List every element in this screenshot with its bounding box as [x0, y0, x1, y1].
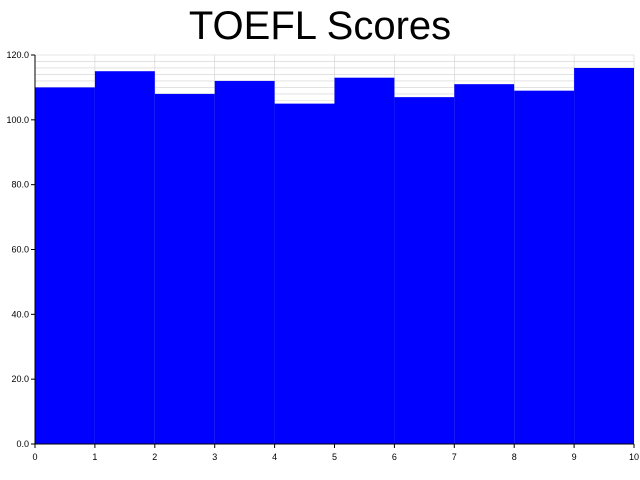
y-tick-label: 120.0 — [6, 50, 29, 60]
bar — [334, 77, 395, 445]
bar — [35, 87, 95, 445]
x-tick-label: 10 — [629, 452, 639, 462]
y-tick-label: 60.0 — [11, 245, 29, 255]
bar — [574, 67, 634, 444]
bar — [274, 103, 335, 444]
bar — [154, 93, 215, 445]
x-tick-label: 8 — [512, 452, 517, 462]
bar — [454, 84, 515, 445]
x-tick-label: 4 — [272, 452, 277, 462]
y-tick-label: 0.0 — [16, 439, 29, 449]
x-tick-label: 5 — [332, 452, 337, 462]
bars — [35, 67, 634, 445]
y-tick-label: 20.0 — [11, 374, 29, 384]
y-axis-ticks: 0.0 20.0 40.0 60.0 80.0 100.0 120.0 — [6, 50, 35, 449]
x-tick-label: 0 — [32, 452, 37, 462]
x-tick-label: 7 — [452, 452, 457, 462]
x-tick-label: 3 — [212, 452, 217, 462]
x-tick-label: 9 — [572, 452, 577, 462]
x-tick-label: 6 — [392, 452, 397, 462]
x-tick-label: 2 — [152, 452, 157, 462]
bar — [214, 80, 275, 444]
chart-title: TOEFL Scores — [188, 4, 452, 48]
bar — [394, 97, 455, 445]
x-tick-label: 1 — [92, 452, 97, 462]
bar — [514, 90, 575, 445]
y-tick-label: 40.0 — [11, 309, 29, 319]
y-tick-label: 80.0 — [11, 180, 29, 190]
y-tick-label: 100.0 — [6, 115, 29, 125]
x-axis-ticks: 0 1 2 3 4 5 6 7 8 9 10 — [32, 444, 639, 462]
bar — [94, 71, 155, 444]
